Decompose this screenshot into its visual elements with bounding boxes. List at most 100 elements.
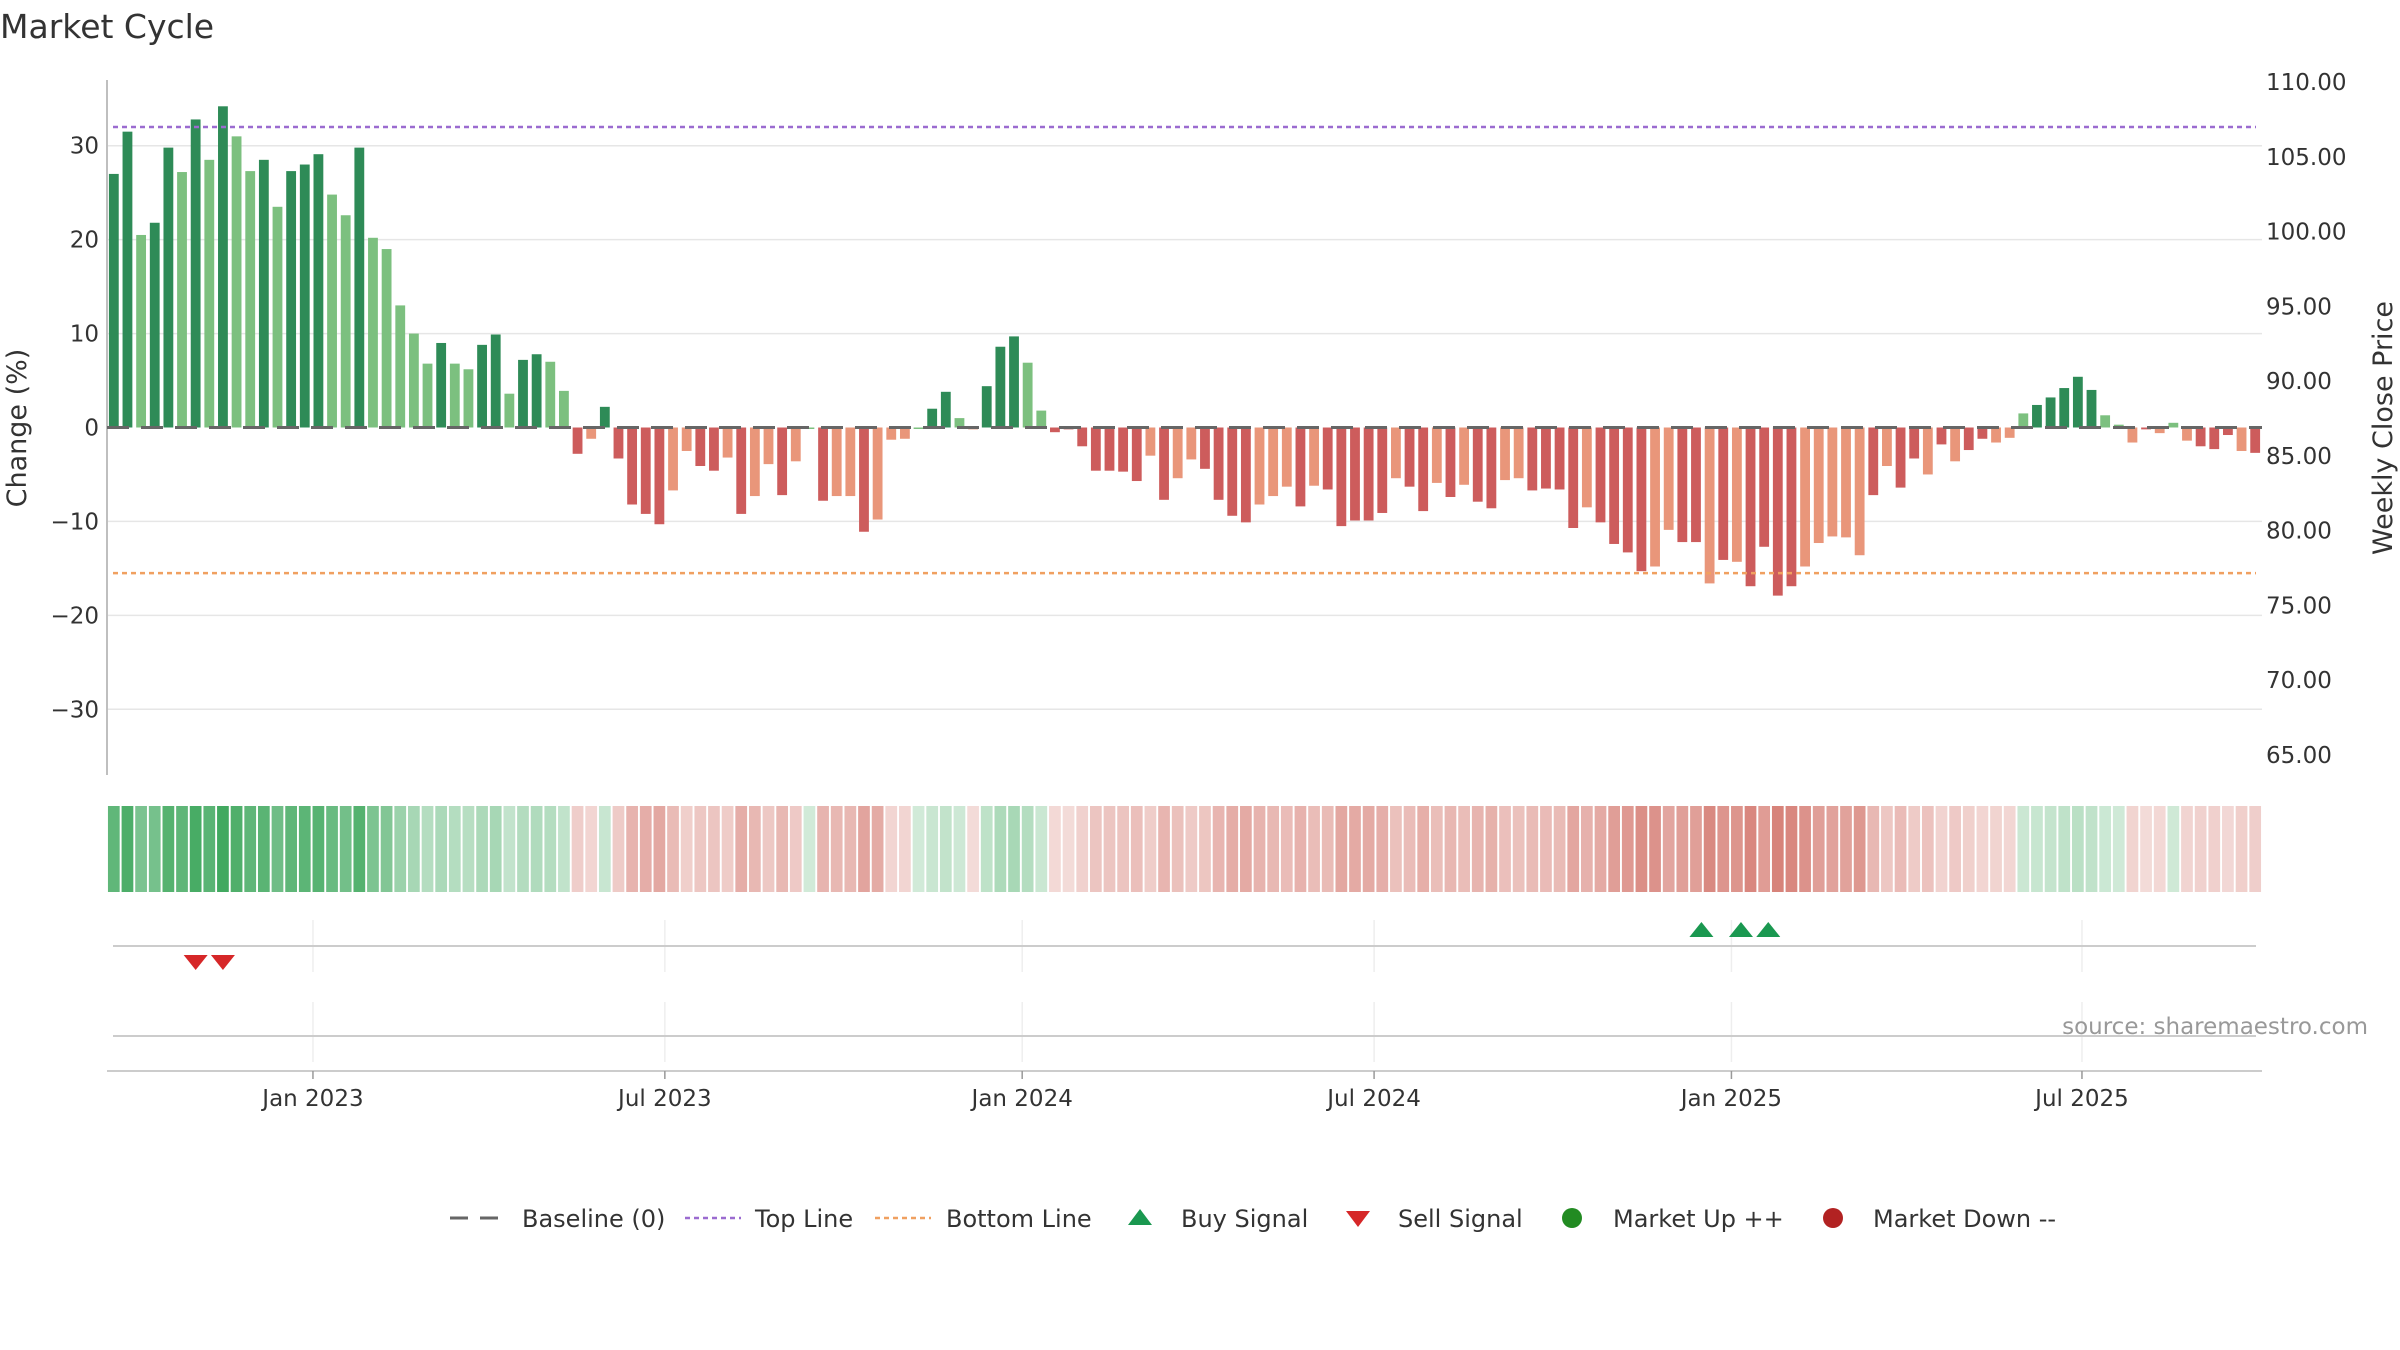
change-bar bbox=[1281, 427, 1292, 487]
heat-cell bbox=[1826, 806, 1839, 892]
change-bar bbox=[1295, 427, 1306, 507]
heat-cell bbox=[148, 806, 161, 892]
heat-cell bbox=[1690, 806, 1702, 892]
heat-cell bbox=[2222, 806, 2234, 892]
heat-cell bbox=[1267, 806, 1280, 892]
y-right-tick-label: 75.00 bbox=[2266, 593, 2332, 619]
heat-cell bbox=[326, 806, 338, 892]
heat-cell bbox=[953, 806, 966, 892]
heat-cell bbox=[189, 806, 202, 892]
heat-cell bbox=[1117, 806, 1129, 892]
change-bar bbox=[1377, 427, 1388, 513]
change-bar bbox=[313, 154, 324, 428]
change-bar bbox=[1868, 427, 1879, 496]
change-bar bbox=[1363, 427, 1374, 521]
heat-cell bbox=[1921, 806, 1934, 892]
gridlines bbox=[107, 144, 2262, 711]
change-bar bbox=[1513, 427, 1524, 479]
heat-cell bbox=[1199, 806, 1211, 892]
heat-cell bbox=[1540, 806, 1552, 892]
heat-cell bbox=[1949, 806, 1961, 892]
heat-cell bbox=[1567, 806, 1580, 892]
legend-label: Sell Signal bbox=[1398, 1205, 1523, 1233]
heat-cell bbox=[803, 806, 816, 892]
heat-cell bbox=[476, 806, 488, 892]
heat-cell bbox=[1294, 806, 1307, 892]
heat-cell bbox=[1253, 806, 1266, 892]
change-bar bbox=[1254, 427, 1265, 505]
change-bar bbox=[1404, 427, 1415, 487]
change-bar bbox=[545, 361, 556, 428]
change-bar bbox=[1459, 427, 1470, 485]
heat-cell bbox=[367, 806, 379, 892]
change-bar bbox=[1390, 427, 1401, 479]
change-bar bbox=[368, 237, 378, 428]
heat-cell bbox=[776, 806, 789, 892]
change-bar bbox=[2182, 427, 2192, 441]
change-bars bbox=[108, 106, 2261, 596]
heat-cell bbox=[1553, 806, 1566, 892]
heat-cell bbox=[1881, 806, 1893, 892]
heat-cell bbox=[1076, 806, 1089, 892]
heat-cell bbox=[2126, 806, 2139, 892]
heat-cell bbox=[1158, 806, 1170, 892]
change-bar bbox=[163, 147, 174, 428]
change-bar bbox=[1022, 362, 1033, 428]
heat-cell bbox=[1103, 806, 1116, 892]
change-bar bbox=[1077, 427, 1088, 447]
heat-cell bbox=[517, 806, 529, 892]
change-bar bbox=[108, 173, 119, 428]
change-bar bbox=[1922, 427, 1933, 475]
heat-cell bbox=[2140, 806, 2152, 892]
heat-cell bbox=[244, 806, 257, 892]
change-bar bbox=[1731, 427, 1742, 562]
change-bar bbox=[599, 406, 610, 428]
change-bar bbox=[272, 206, 283, 428]
heat-cell bbox=[503, 806, 516, 892]
buy-signal-marker bbox=[1728, 922, 1753, 937]
buy-signal-marker bbox=[1756, 922, 1781, 937]
change-bar bbox=[831, 427, 842, 497]
change-bar bbox=[122, 131, 133, 428]
change-bar bbox=[872, 427, 883, 520]
heat-cell bbox=[1580, 806, 1593, 892]
heat-cell bbox=[530, 806, 543, 892]
heat-cell bbox=[1649, 806, 1661, 892]
change-bar bbox=[1991, 427, 2001, 443]
y-tick-label: 0 bbox=[84, 416, 99, 442]
heat-cell bbox=[1976, 806, 1989, 892]
heat-cell bbox=[1390, 806, 1402, 892]
signals-panel bbox=[113, 920, 2256, 972]
change-bar bbox=[1595, 427, 1606, 523]
change-bar bbox=[408, 333, 419, 428]
change-bar bbox=[736, 427, 747, 514]
change-bar bbox=[1527, 427, 1538, 491]
heat-cell bbox=[1308, 806, 1320, 892]
change-bar bbox=[763, 427, 774, 465]
heat-cell bbox=[871, 806, 884, 892]
heat-cell bbox=[2167, 806, 2180, 892]
change-bar bbox=[1159, 427, 1169, 500]
change-bar bbox=[436, 342, 447, 428]
change-bar bbox=[422, 363, 433, 428]
y-right-tick-label: 85.00 bbox=[2266, 444, 2332, 470]
heat-cell bbox=[667, 806, 679, 892]
heat-cell bbox=[298, 806, 311, 892]
heat-cell bbox=[408, 806, 420, 892]
heat-cell bbox=[1185, 806, 1198, 892]
change-bar bbox=[177, 172, 187, 428]
change-bar bbox=[477, 344, 487, 428]
change-bar bbox=[1827, 427, 1838, 537]
change-bar bbox=[1677, 427, 1688, 543]
heat-cell bbox=[448, 806, 461, 892]
heat-cell bbox=[1717, 806, 1730, 892]
heat-cell bbox=[626, 806, 638, 892]
heat-cell bbox=[1376, 806, 1389, 892]
change-bar bbox=[1936, 427, 1947, 445]
change-bar bbox=[1050, 427, 1060, 433]
y-left-ticks: 30 20 10 0 −10 −20 −30 bbox=[50, 134, 99, 724]
legend-label: Market Up ++ bbox=[1613, 1205, 1784, 1233]
change-bar bbox=[695, 427, 706, 467]
heat-cell bbox=[1867, 806, 1880, 892]
